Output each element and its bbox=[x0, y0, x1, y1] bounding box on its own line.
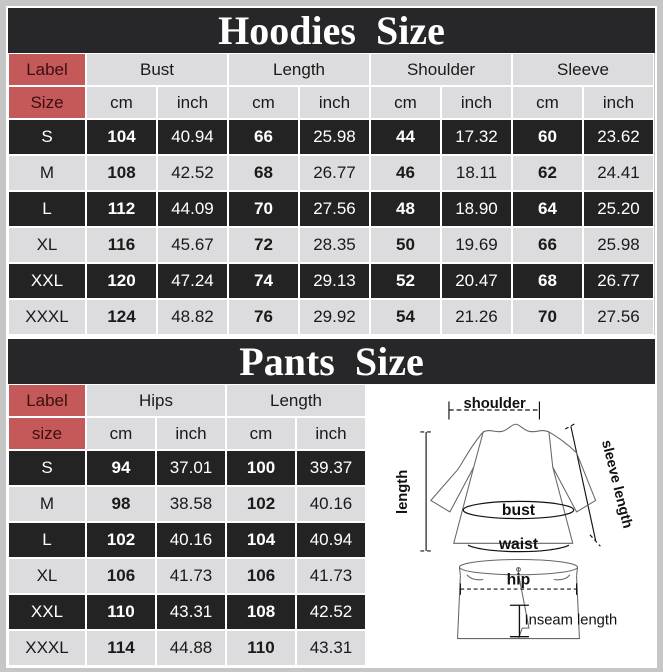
svg-text:sleeve length: sleeve length bbox=[598, 438, 635, 530]
svg-text:bust: bust bbox=[502, 502, 536, 519]
svg-text:Inseam length: Inseam length bbox=[525, 612, 618, 628]
svg-text:hip: hip bbox=[507, 571, 531, 588]
svg-text:waist: waist bbox=[498, 536, 539, 553]
svg-text:length: length bbox=[395, 470, 411, 514]
svg-text:shoulder: shoulder bbox=[464, 396, 527, 412]
